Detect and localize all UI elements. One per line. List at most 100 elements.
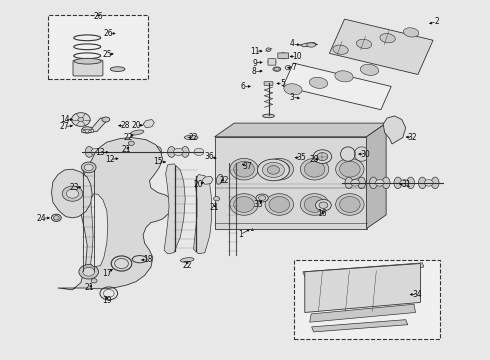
Ellipse shape xyxy=(72,113,90,126)
Ellipse shape xyxy=(230,158,258,180)
Text: 21: 21 xyxy=(122,145,131,154)
Text: 9: 9 xyxy=(252,58,257,68)
Ellipse shape xyxy=(336,158,364,180)
Polygon shape xyxy=(143,120,154,128)
Ellipse shape xyxy=(333,45,348,54)
Ellipse shape xyxy=(128,141,134,145)
Polygon shape xyxy=(329,19,433,75)
Ellipse shape xyxy=(300,194,329,215)
Text: 22: 22 xyxy=(220,176,229,185)
Text: 22: 22 xyxy=(123,133,133,142)
Text: 30: 30 xyxy=(360,150,370,158)
Text: 27: 27 xyxy=(60,122,70,131)
Polygon shape xyxy=(202,176,213,184)
Text: 17: 17 xyxy=(102,269,112,278)
Ellipse shape xyxy=(431,177,439,189)
Ellipse shape xyxy=(356,39,372,49)
Polygon shape xyxy=(58,138,172,290)
Text: 11: 11 xyxy=(250,46,260,55)
Text: 15: 15 xyxy=(153,157,163,166)
Ellipse shape xyxy=(79,265,98,279)
Ellipse shape xyxy=(173,148,183,156)
Text: 32: 32 xyxy=(408,133,417,142)
Text: 25: 25 xyxy=(102,50,112,59)
Ellipse shape xyxy=(154,147,162,157)
Polygon shape xyxy=(312,320,408,332)
Text: 34: 34 xyxy=(413,290,422,299)
Text: 36: 36 xyxy=(205,152,215,161)
Ellipse shape xyxy=(84,164,93,171)
Polygon shape xyxy=(51,169,92,218)
Ellipse shape xyxy=(265,158,294,180)
Text: 1: 1 xyxy=(238,230,243,239)
Ellipse shape xyxy=(146,148,156,156)
Polygon shape xyxy=(367,123,386,229)
Ellipse shape xyxy=(382,177,390,189)
Ellipse shape xyxy=(99,147,107,157)
Text: 22: 22 xyxy=(189,133,198,142)
Polygon shape xyxy=(164,164,185,254)
Ellipse shape xyxy=(380,33,395,43)
Ellipse shape xyxy=(263,114,274,118)
Ellipse shape xyxy=(81,162,96,173)
Ellipse shape xyxy=(168,147,175,157)
Ellipse shape xyxy=(307,43,316,47)
Ellipse shape xyxy=(375,180,384,186)
Polygon shape xyxy=(303,263,424,276)
Ellipse shape xyxy=(234,161,254,177)
Ellipse shape xyxy=(268,59,276,64)
Polygon shape xyxy=(305,264,420,312)
Ellipse shape xyxy=(130,130,144,135)
Ellipse shape xyxy=(335,71,353,82)
Ellipse shape xyxy=(85,147,93,157)
Ellipse shape xyxy=(269,197,290,212)
Ellipse shape xyxy=(360,64,379,75)
Ellipse shape xyxy=(400,180,409,186)
Ellipse shape xyxy=(91,148,101,156)
Text: 19: 19 xyxy=(102,296,112,305)
Ellipse shape xyxy=(345,177,353,189)
Ellipse shape xyxy=(234,197,254,212)
Text: 37: 37 xyxy=(243,162,252,171)
Polygon shape xyxy=(91,194,108,266)
Text: 18: 18 xyxy=(143,256,153,264)
Ellipse shape xyxy=(285,66,291,70)
Ellipse shape xyxy=(284,84,302,95)
Text: 22: 22 xyxy=(182,261,192,270)
Ellipse shape xyxy=(340,197,360,212)
Text: 21: 21 xyxy=(84,284,94,292)
Ellipse shape xyxy=(119,148,128,156)
Ellipse shape xyxy=(74,58,101,64)
Ellipse shape xyxy=(217,174,222,184)
Ellipse shape xyxy=(424,180,433,186)
Ellipse shape xyxy=(53,216,59,220)
Text: 8: 8 xyxy=(251,68,256,77)
Polygon shape xyxy=(300,42,318,47)
Ellipse shape xyxy=(230,194,258,215)
Text: 14: 14 xyxy=(60,115,70,124)
Ellipse shape xyxy=(340,161,360,177)
Ellipse shape xyxy=(313,150,332,163)
Text: 29: 29 xyxy=(310,155,319,164)
Text: 23: 23 xyxy=(70,183,79,192)
Ellipse shape xyxy=(256,194,269,202)
Ellipse shape xyxy=(181,147,189,157)
Text: 5: 5 xyxy=(281,79,286,88)
Text: 16: 16 xyxy=(318,210,327,218)
Polygon shape xyxy=(215,137,367,229)
Ellipse shape xyxy=(407,177,415,189)
Ellipse shape xyxy=(300,158,329,180)
Text: 31: 31 xyxy=(401,180,411,189)
Ellipse shape xyxy=(263,162,284,177)
FancyBboxPatch shape xyxy=(73,60,103,76)
Ellipse shape xyxy=(102,117,110,122)
Ellipse shape xyxy=(319,202,328,208)
Text: 33: 33 xyxy=(254,200,264,209)
Ellipse shape xyxy=(274,68,279,71)
Ellipse shape xyxy=(336,194,364,215)
Ellipse shape xyxy=(304,197,325,212)
Ellipse shape xyxy=(369,177,377,189)
Ellipse shape xyxy=(403,28,419,37)
Ellipse shape xyxy=(266,48,271,51)
Ellipse shape xyxy=(341,147,355,161)
